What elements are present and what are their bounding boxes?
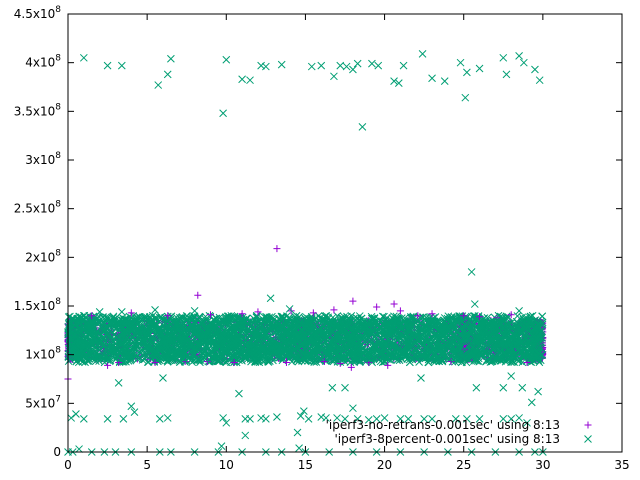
- band-point: [283, 312, 291, 320]
- band-point: [513, 312, 522, 320]
- band-point: [375, 316, 384, 325]
- band-point: [393, 332, 402, 341]
- band-point: [195, 356, 203, 364]
